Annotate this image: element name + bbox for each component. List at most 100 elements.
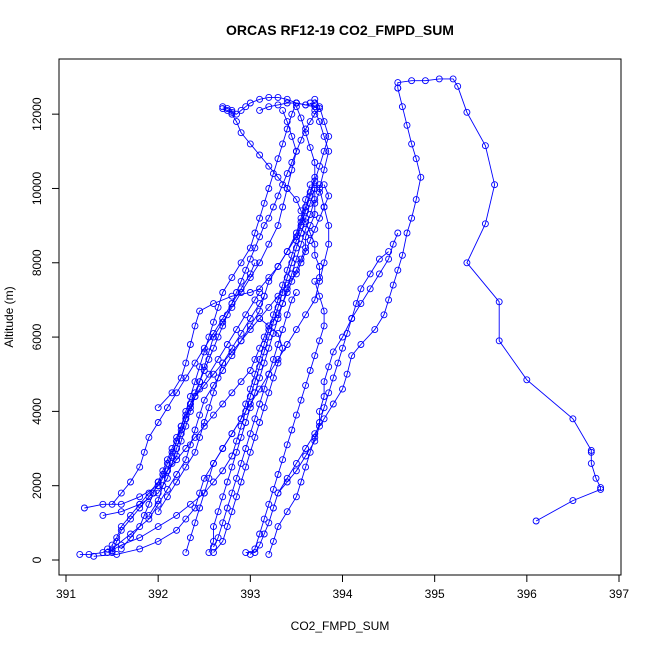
series-line — [111, 184, 330, 553]
data-point — [274, 192, 282, 200]
data-point — [597, 484, 605, 492]
data-point — [256, 363, 264, 371]
series-line — [107, 188, 316, 553]
data-point — [260, 530, 268, 538]
series-line — [111, 106, 316, 550]
data-point — [316, 103, 323, 111]
data-point — [274, 101, 282, 109]
data-point — [408, 77, 416, 85]
data-point — [279, 203, 287, 211]
data-point — [196, 504, 204, 512]
y-tick-label: 2000 — [30, 472, 44, 499]
data-point — [454, 82, 462, 90]
data-point — [163, 493, 171, 501]
data-point — [269, 311, 277, 319]
series-line — [93, 102, 330, 557]
data-point — [173, 478, 181, 486]
data-point — [191, 448, 199, 456]
data-point — [205, 404, 213, 412]
series-line — [157, 295, 265, 512]
y-tick-label: 10000 — [30, 171, 44, 205]
data-point — [246, 430, 254, 438]
data-point — [269, 374, 277, 382]
data-point — [348, 315, 356, 322]
x-tick-label: 394 — [332, 587, 352, 601]
data-point — [523, 376, 531, 384]
data-point — [251, 433, 259, 441]
data-point — [256, 374, 264, 382]
data-point — [302, 233, 310, 241]
data-point — [320, 181, 328, 189]
data-point — [311, 99, 319, 107]
data-point — [246, 99, 254, 107]
data-point — [256, 400, 264, 408]
data-point — [182, 515, 190, 523]
series-line — [397, 78, 602, 522]
data-point — [265, 333, 273, 341]
data-point — [233, 110, 240, 118]
data-point — [311, 103, 319, 111]
data-point — [168, 389, 176, 397]
data-point — [288, 159, 296, 166]
data-point — [219, 289, 227, 296]
data-point — [316, 263, 323, 270]
data-point — [228, 106, 236, 114]
data-point — [316, 274, 323, 282]
data-point — [292, 244, 300, 252]
data-point — [371, 326, 379, 334]
data-point — [412, 196, 420, 204]
data-point — [246, 448, 254, 456]
data-point — [237, 329, 245, 337]
data-point — [302, 311, 310, 319]
series-line — [102, 292, 260, 516]
data-point — [398, 251, 406, 259]
data-point — [260, 404, 268, 412]
data-point — [325, 363, 333, 371]
data-point — [136, 493, 144, 501]
series-19 — [108, 259, 259, 508]
data-point — [279, 106, 287, 114]
data-point — [251, 229, 259, 237]
data-point — [168, 445, 176, 452]
data-point — [246, 367, 254, 374]
data-point — [283, 474, 291, 482]
data-point — [210, 478, 217, 486]
data-point — [228, 489, 236, 497]
data-point — [357, 300, 365, 308]
data-point — [228, 389, 236, 397]
data-point — [210, 329, 217, 337]
data-point — [269, 170, 277, 178]
data-point — [117, 489, 125, 497]
data-point — [200, 419, 208, 426]
data-point — [283, 508, 291, 516]
data-point — [223, 523, 231, 531]
data-point — [163, 404, 171, 412]
data-point — [191, 378, 199, 386]
data-point — [219, 445, 227, 452]
data-point — [292, 99, 300, 107]
data-point — [311, 251, 319, 259]
data-point — [237, 478, 245, 486]
data-point — [173, 437, 181, 445]
data-point — [325, 222, 333, 230]
data-point — [246, 326, 254, 334]
data-point — [205, 549, 213, 557]
data-point — [223, 106, 231, 114]
data-point — [302, 125, 310, 133]
data-point — [274, 222, 282, 230]
data-point — [210, 318, 217, 326]
data-point — [288, 132, 296, 140]
data-point — [163, 467, 171, 475]
data-point — [260, 348, 268, 356]
data-point — [154, 508, 162, 516]
data-point — [306, 192, 314, 200]
data-point — [228, 300, 236, 308]
data-point — [159, 467, 167, 475]
y-tick-label: 0 — [30, 556, 44, 563]
data-point — [154, 523, 162, 531]
data-point — [228, 274, 236, 282]
data-point — [251, 415, 259, 423]
data-point — [357, 341, 365, 348]
data-point — [140, 448, 148, 456]
data-point — [214, 303, 222, 311]
